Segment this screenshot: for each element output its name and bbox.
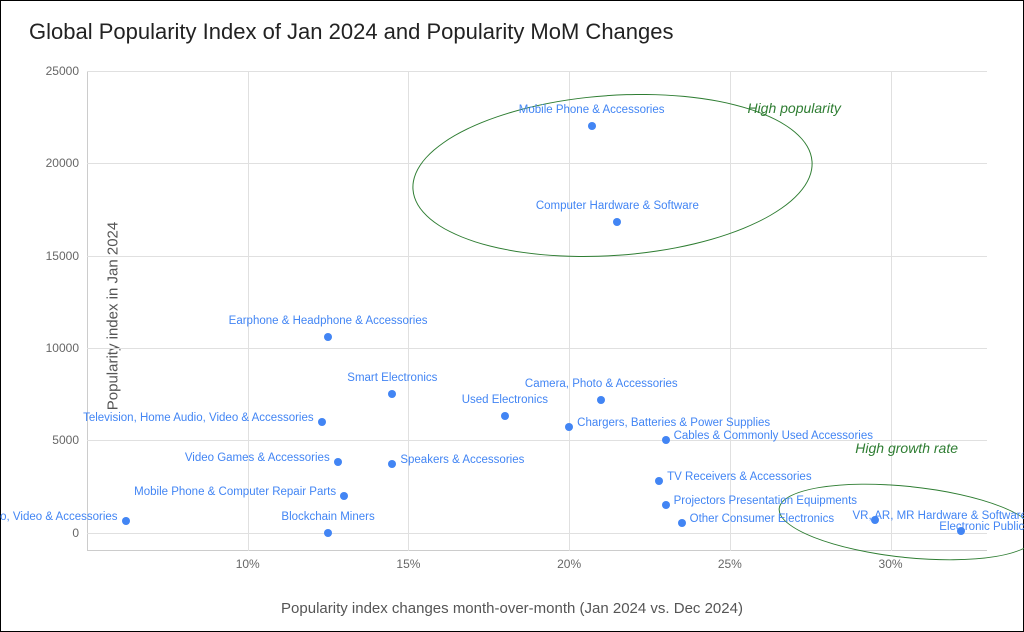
data-point-label: Blockchain Miners	[281, 511, 374, 523]
data-point-label: Cables & Commonly Used Accessories	[674, 430, 873, 442]
annotation-text: High popularity	[747, 100, 840, 116]
x-tick-label: 20%	[557, 551, 581, 571]
data-point	[324, 333, 332, 341]
annotation-text: High growth rate	[855, 440, 958, 456]
gridline-h	[87, 71, 987, 72]
data-point	[501, 412, 509, 420]
data-point-label: Portable Audio, Video & Accessories	[0, 511, 118, 523]
data-point-label: TV Receivers & Accessories	[667, 471, 811, 483]
y-tick-label: 0	[72, 526, 87, 540]
x-axis-label: Popularity index changes month-over-mont…	[281, 600, 743, 617]
data-point	[597, 396, 605, 404]
data-point-label: Computer Hardware & Software	[536, 200, 699, 212]
data-point	[613, 218, 621, 226]
data-point	[662, 436, 670, 444]
data-point	[662, 501, 670, 509]
data-point	[388, 390, 396, 398]
data-point	[655, 477, 663, 485]
data-point-label: Television, Home Audio, Video & Accessor…	[83, 412, 314, 424]
gridline-v	[408, 71, 409, 551]
axis-left	[87, 71, 88, 551]
data-point-label: Earphone & Headphone & Accessories	[229, 315, 428, 327]
gridline-v	[569, 71, 570, 551]
data-point	[122, 517, 130, 525]
chart-title: Global Popularity Index of Jan 2024 and …	[29, 19, 674, 45]
data-point-label: Electronic Publicatio	[939, 521, 1024, 533]
data-point-label: Camera, Photo & Accessories	[525, 378, 678, 390]
data-point-label: Chargers, Batteries & Power Supplies	[577, 417, 770, 429]
gridline-h	[87, 256, 987, 257]
y-tick-label: 10000	[46, 341, 87, 355]
x-tick-label: 30%	[879, 551, 903, 571]
plot-area: 050001000015000200002500010%15%20%25%30%…	[87, 71, 987, 551]
y-tick-label: 5000	[52, 433, 87, 447]
data-point	[588, 122, 596, 130]
data-point-label: Speakers & Accessories	[400, 454, 524, 466]
axis-bottom	[87, 550, 987, 551]
y-tick-label: 15000	[46, 249, 87, 263]
gridline-h	[87, 348, 987, 349]
data-point-label: Projectors Presentation Equipments	[674, 495, 857, 507]
data-point	[678, 519, 686, 527]
x-tick-label: 10%	[236, 551, 260, 571]
y-tick-label: 20000	[46, 156, 87, 170]
x-tick-label: 25%	[718, 551, 742, 571]
data-point	[318, 418, 326, 426]
x-tick-label: 15%	[396, 551, 420, 571]
data-point	[388, 460, 396, 468]
data-point-label: Smart Electronics	[347, 372, 437, 384]
data-point-label: Used Electronics	[462, 394, 548, 406]
data-point-label: Other Consumer Electronics	[690, 513, 834, 525]
data-point-label: Mobile Phone & Accessories	[519, 104, 665, 116]
gridline-v	[248, 71, 249, 551]
data-point-label: Video Games & Accessories	[185, 452, 330, 464]
data-point-label: Mobile Phone & Computer Repair Parts	[134, 486, 336, 498]
gridline-v	[891, 71, 892, 551]
data-point	[340, 492, 348, 500]
data-point	[334, 458, 342, 466]
data-point	[324, 529, 332, 537]
y-tick-label: 25000	[46, 64, 87, 78]
data-point	[565, 423, 573, 431]
gridline-h	[87, 533, 987, 534]
gridline-h	[87, 163, 987, 164]
chart-container: Global Popularity Index of Jan 2024 and …	[0, 0, 1024, 632]
